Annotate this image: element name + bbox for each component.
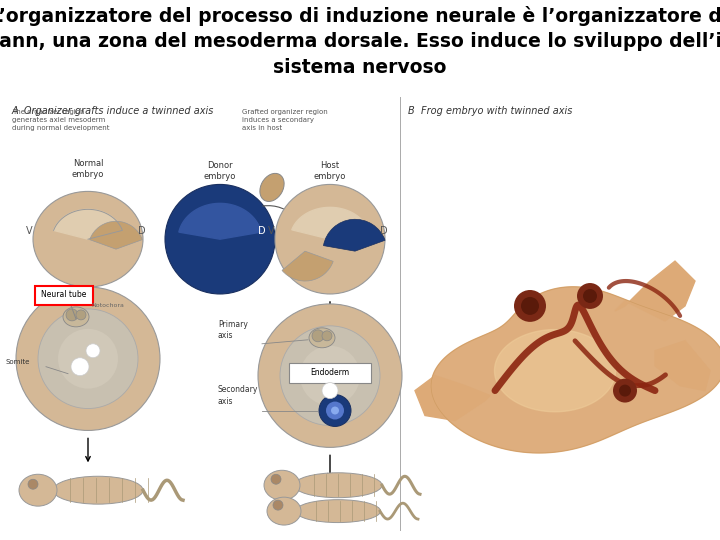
Text: Grafted organizer region
induces a secondary
axis in host: Grafted organizer region induces a secon…	[242, 109, 328, 131]
Circle shape	[514, 290, 546, 322]
Text: Donor
embryo: Donor embryo	[204, 161, 236, 181]
Circle shape	[66, 309, 78, 321]
Ellipse shape	[19, 474, 57, 506]
Circle shape	[583, 289, 597, 303]
Text: Somite: Somite	[6, 359, 30, 364]
Circle shape	[86, 344, 100, 357]
Circle shape	[331, 407, 339, 415]
Circle shape	[300, 346, 360, 406]
Circle shape	[165, 185, 275, 294]
Circle shape	[577, 283, 603, 309]
Text: V: V	[26, 226, 32, 236]
Text: L’organizzatore del processo di induzione neurale è l’organizzatore di
Spemann, : L’organizzatore del processo di induzion…	[0, 5, 720, 77]
Circle shape	[326, 402, 344, 420]
Circle shape	[273, 500, 283, 510]
Ellipse shape	[294, 473, 382, 498]
Text: A  Organizer grafts induce a twinned axis: A Organizer grafts induce a twinned axis	[12, 106, 215, 116]
Circle shape	[322, 383, 338, 399]
Ellipse shape	[295, 500, 380, 523]
Circle shape	[58, 329, 118, 389]
Ellipse shape	[53, 476, 143, 504]
Text: D: D	[380, 226, 387, 236]
Ellipse shape	[260, 173, 284, 201]
Polygon shape	[53, 210, 122, 239]
Polygon shape	[431, 287, 720, 453]
Text: V: V	[268, 226, 274, 236]
Circle shape	[312, 330, 324, 342]
Ellipse shape	[267, 497, 301, 525]
Circle shape	[322, 331, 332, 341]
FancyBboxPatch shape	[35, 286, 93, 305]
Circle shape	[258, 304, 402, 447]
Text: Host
embryo: Host embryo	[314, 161, 346, 181]
Circle shape	[613, 379, 637, 402]
Text: Secondary
axis: Secondary axis	[218, 386, 258, 406]
Wedge shape	[282, 251, 333, 281]
Text: Endoderm: Endoderm	[310, 368, 350, 377]
Circle shape	[275, 185, 385, 294]
Ellipse shape	[33, 191, 143, 287]
Ellipse shape	[63, 307, 89, 327]
Ellipse shape	[264, 470, 300, 500]
Circle shape	[76, 310, 86, 320]
Text: Primary
axis: Primary axis	[218, 320, 248, 340]
Polygon shape	[179, 204, 261, 239]
Circle shape	[619, 384, 631, 396]
Wedge shape	[323, 219, 385, 251]
FancyBboxPatch shape	[289, 363, 371, 383]
Polygon shape	[292, 207, 368, 239]
Polygon shape	[655, 341, 710, 390]
Text: Neural tube: Neural tube	[41, 291, 86, 300]
Circle shape	[521, 297, 539, 315]
Polygon shape	[615, 261, 695, 321]
Wedge shape	[90, 221, 143, 249]
Text: The organizer region
generates axiel mesoderm
during normal development: The organizer region generates axiel mes…	[12, 109, 109, 131]
Text: Notochora: Notochora	[91, 303, 124, 308]
Text: B  Frog embryo with twinned axis: B Frog embryo with twinned axis	[408, 106, 572, 116]
Circle shape	[71, 357, 89, 376]
Circle shape	[38, 309, 138, 409]
Circle shape	[319, 395, 351, 427]
Polygon shape	[495, 329, 616, 412]
Polygon shape	[415, 376, 490, 421]
Text: D: D	[138, 226, 145, 236]
Text: D: D	[258, 226, 266, 236]
Circle shape	[280, 326, 380, 426]
Ellipse shape	[309, 328, 335, 348]
Circle shape	[28, 479, 38, 489]
Circle shape	[271, 474, 281, 484]
Text: Normal
embryo: Normal embryo	[72, 159, 104, 179]
Circle shape	[16, 287, 160, 430]
